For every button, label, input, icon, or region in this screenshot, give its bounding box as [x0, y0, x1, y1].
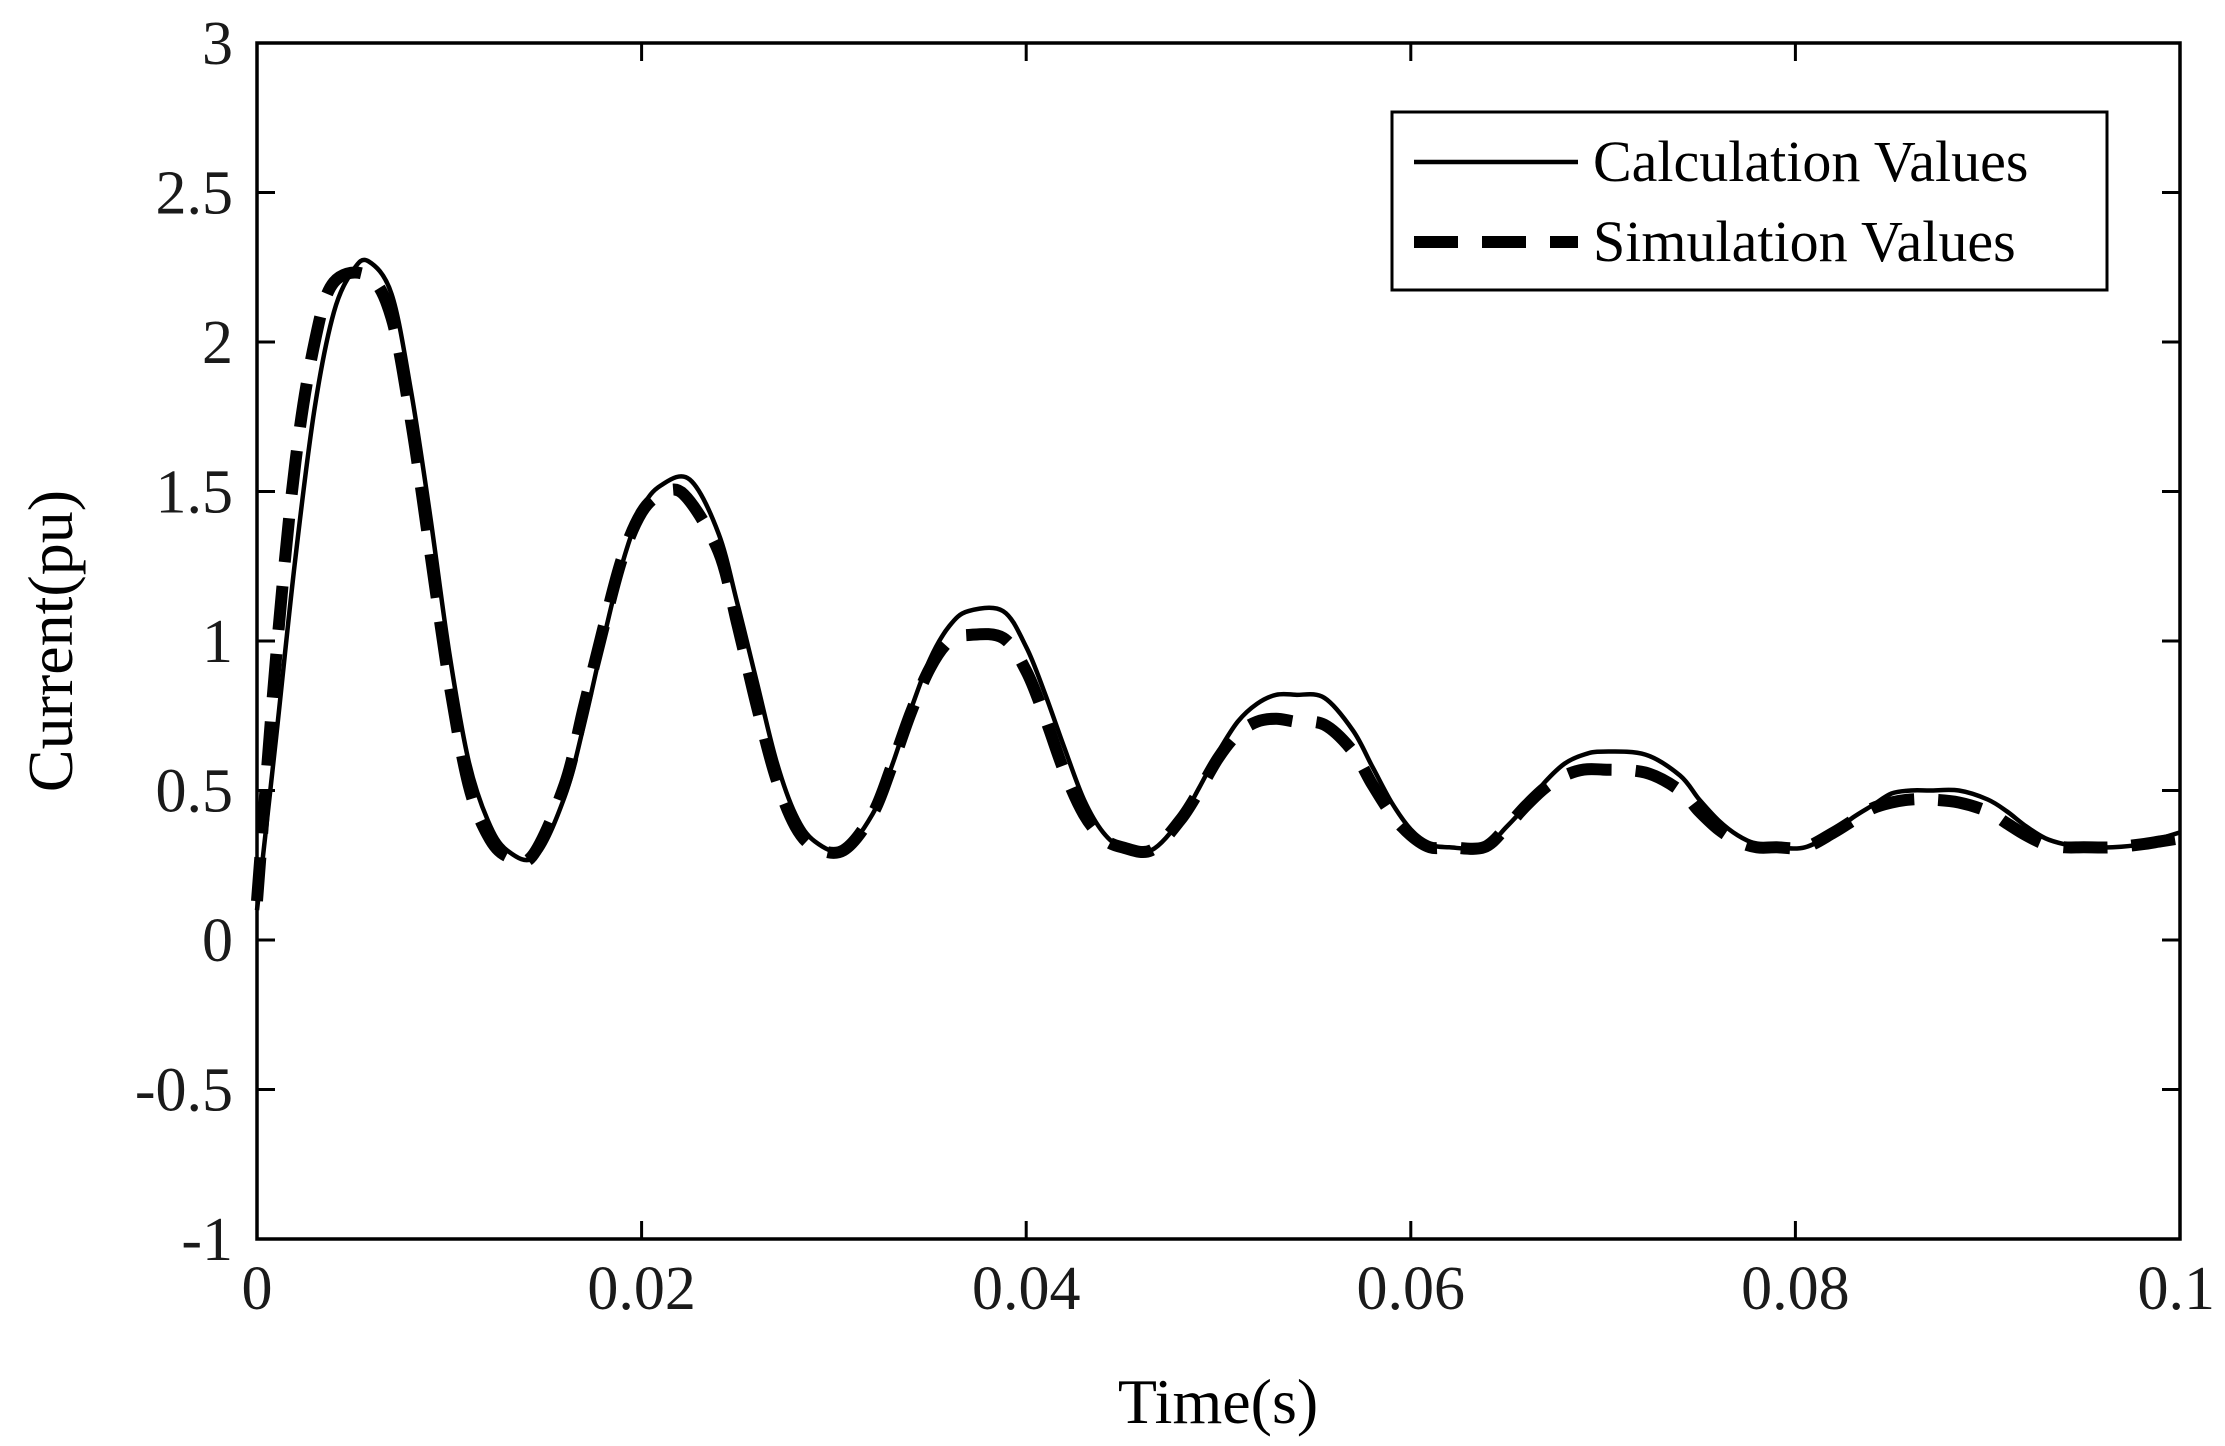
- series-lines: [251, 257, 2181, 911]
- y-tick-label: 1.5: [156, 459, 234, 527]
- tick-labels: 0 0.02 0.04 0.06 0.08 0.1 -1 -0.5 0 0.5 1 1.5 2 2.5 3: [135, 10, 2215, 1323]
- legend-label-calculation: Calculation Values: [1593, 129, 2028, 194]
- y-tick-label: 0: [202, 907, 233, 975]
- y-tick-label: 2: [202, 309, 233, 377]
- x-tick-label: 0.1: [2138, 1255, 2216, 1323]
- x-tick-label: 0: [242, 1255, 273, 1323]
- y-tick-label: -1: [181, 1206, 233, 1274]
- y-tick-label: 2.5: [156, 160, 234, 228]
- legend-box: [1390, 110, 2109, 292]
- y-tick-label: -0.5: [135, 1057, 233, 1125]
- x-tick-label: 0.08: [1741, 1255, 1850, 1323]
- x-tick-label: 0.02: [587, 1255, 696, 1323]
- calculation-values-line: [254, 257, 2181, 911]
- y-tick-label: 1: [202, 608, 233, 676]
- y-tick-label: 3: [202, 10, 233, 78]
- x-axis-title: Time(s): [1118, 1366, 1318, 1437]
- x-tick-label: 0.04: [972, 1255, 1081, 1323]
- y-axis-title: Current(pu): [15, 490, 86, 792]
- legend: Calculation Values Simulation Values: [1390, 110, 2109, 292]
- legend-items: Calculation Values Simulation Values: [1414, 129, 2028, 274]
- plot-frame: [255, 41, 2182, 1241]
- legend-label-simulation: Simulation Values: [1593, 209, 2016, 274]
- x-tick-label: 0.06: [1357, 1255, 1466, 1323]
- y-tick-label: 0.5: [156, 758, 234, 826]
